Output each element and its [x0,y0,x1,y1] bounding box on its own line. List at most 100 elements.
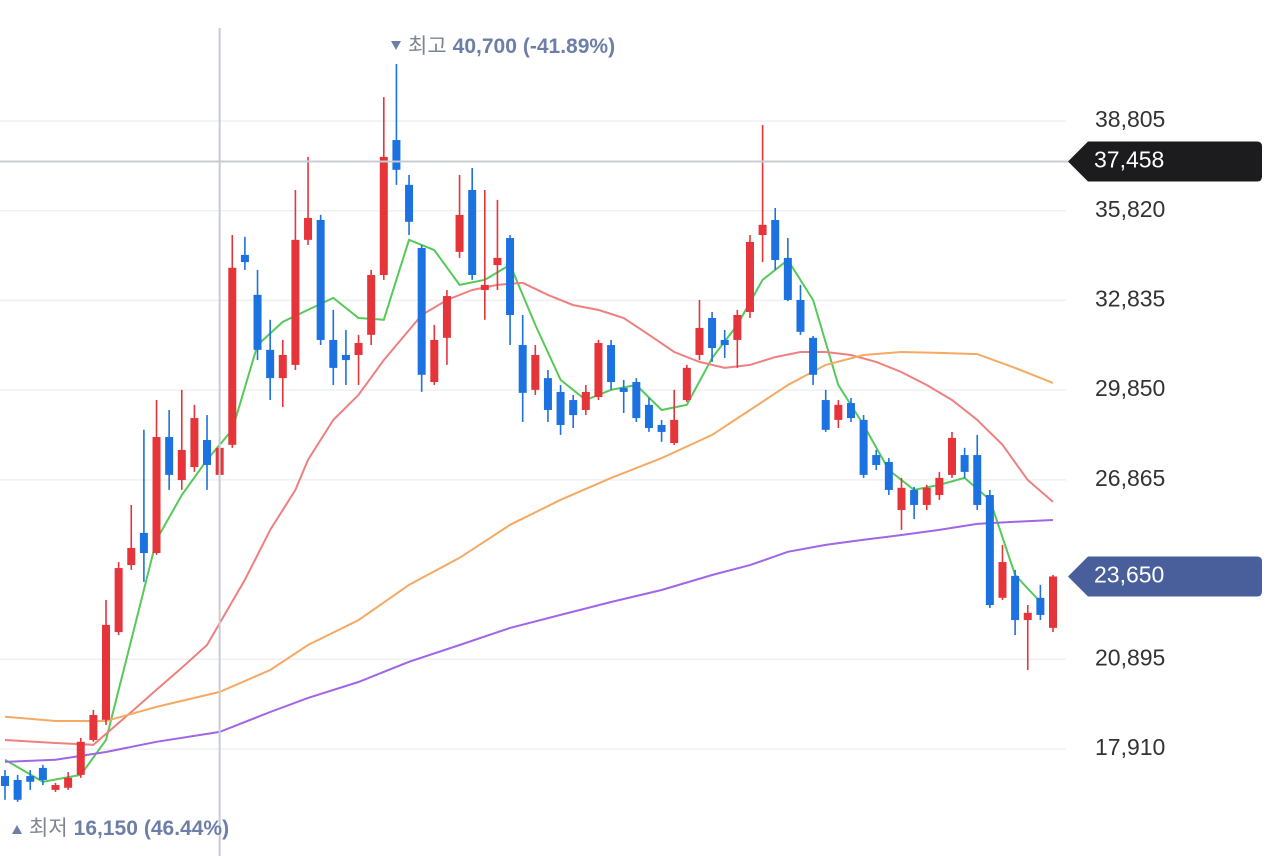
candle-body [430,339,439,383]
candle-body [379,156,388,276]
y-tick-label: 35,820 [1095,196,1165,222]
candle-body [26,776,35,782]
candle-body [468,189,477,276]
candle-body [102,624,111,720]
candle-body [278,354,287,379]
candle-body [846,403,855,419]
candle-body [329,339,338,368]
candle-body [139,532,148,554]
moving-average-line [4,281,1054,746]
candle-body [76,741,85,775]
candle-body [947,437,956,475]
low-label: 최저 [29,817,68,840]
low-change: (46.44%) [144,817,229,840]
candle-body [240,254,249,263]
overlay: 37,458 23,650 [0,28,1262,856]
y-tick-label: 20,895 [1095,644,1165,670]
candle-body [89,715,98,740]
last-price-label: 23,650 [1094,562,1164,588]
candle-body [985,495,994,606]
candle-body [127,547,136,566]
candle-body [64,777,73,788]
candle-body [771,220,780,260]
candle-body [405,184,414,222]
candle-body [1049,576,1057,628]
high-marker: 최고 40,700 (-41.89%) [408,35,615,58]
last-price-tag [1068,556,1262,597]
candle-body [682,367,691,401]
candle-body [190,418,199,468]
grid: 17,910 20,895 26,865 29,850 32,835 35,820 38,8… [0,106,1165,760]
candle-body [228,267,237,445]
candle-body [872,455,881,465]
candle-body [910,489,919,505]
candle-body [745,241,754,312]
candle-body [152,437,161,554]
candle-body [897,487,906,511]
y-tick-label: 26,865 [1095,465,1165,491]
candle-body [177,449,186,480]
candle-body [13,779,22,800]
moving-average-line [4,519,1054,763]
candles [1,64,1057,802]
candle-body [569,400,578,416]
candle-body [607,345,616,383]
candle-body [708,317,717,349]
candle-body [1011,575,1020,621]
y-tick-label: 38,805 [1095,106,1165,132]
high-change: (-41.89%) [523,35,615,58]
candle-body [38,767,47,780]
candle-body [442,296,451,338]
candle-body [594,342,603,398]
candle-body [960,455,969,472]
low-value: 16,150 [74,817,138,840]
candle-body [632,382,641,419]
candle-body [392,140,401,170]
candle-body [114,568,123,633]
candle-body [253,294,262,350]
candle-body [493,257,502,266]
crosshair-label: 37,458 [1094,147,1164,173]
candle-body [455,214,464,252]
candle-body [809,337,818,375]
low-marker: 최저 16,150 (46.44%) [29,817,229,840]
candle-body [165,437,174,475]
candle-body [531,354,540,390]
candle-body [506,238,515,315]
candle-body [859,419,868,475]
candle-body [581,391,590,410]
moving-averages [4,238,1054,783]
candle-body [644,404,653,428]
candle-body [1,776,9,786]
candle-body [291,239,300,365]
candle-body [518,345,527,393]
candle-body [998,562,1007,598]
candle-body [783,257,792,300]
crosshair-tag [1068,141,1262,182]
candle-body [1023,612,1032,621]
candle-body [341,354,350,361]
candle-body [51,785,60,790]
candle-body [720,339,729,346]
candle-body [619,388,628,392]
y-tick-label: 17,910 [1095,734,1165,760]
moving-average-line [4,350,1054,722]
candle-body [367,275,376,335]
candle-body [1036,597,1045,615]
candle-body [670,419,679,444]
candle-body [796,299,805,332]
candle-body [203,440,212,465]
candle-body [556,391,565,425]
candle-body [821,400,830,430]
candle-body [480,284,489,291]
y-tick-label: 32,835 [1095,285,1165,311]
candle-body [922,487,931,505]
candle-body [695,327,704,355]
candle-body [316,220,325,340]
high-label: 최고 [408,35,447,58]
candle-body [266,349,275,379]
candle-body [657,424,666,432]
moving-average-line [4,238,1042,783]
high-arrow [391,41,401,50]
candle-body [758,224,767,236]
